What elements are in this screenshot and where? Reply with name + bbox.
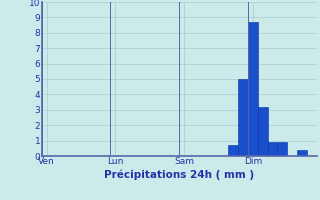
Bar	[248, 22, 258, 156]
Bar	[268, 142, 277, 156]
Bar	[238, 79, 248, 156]
Bar	[297, 150, 307, 156]
Bar	[228, 145, 238, 156]
X-axis label: Précipitations 24h ( mm ): Précipitations 24h ( mm )	[104, 169, 254, 180]
Bar	[277, 142, 287, 156]
Bar	[258, 107, 268, 156]
